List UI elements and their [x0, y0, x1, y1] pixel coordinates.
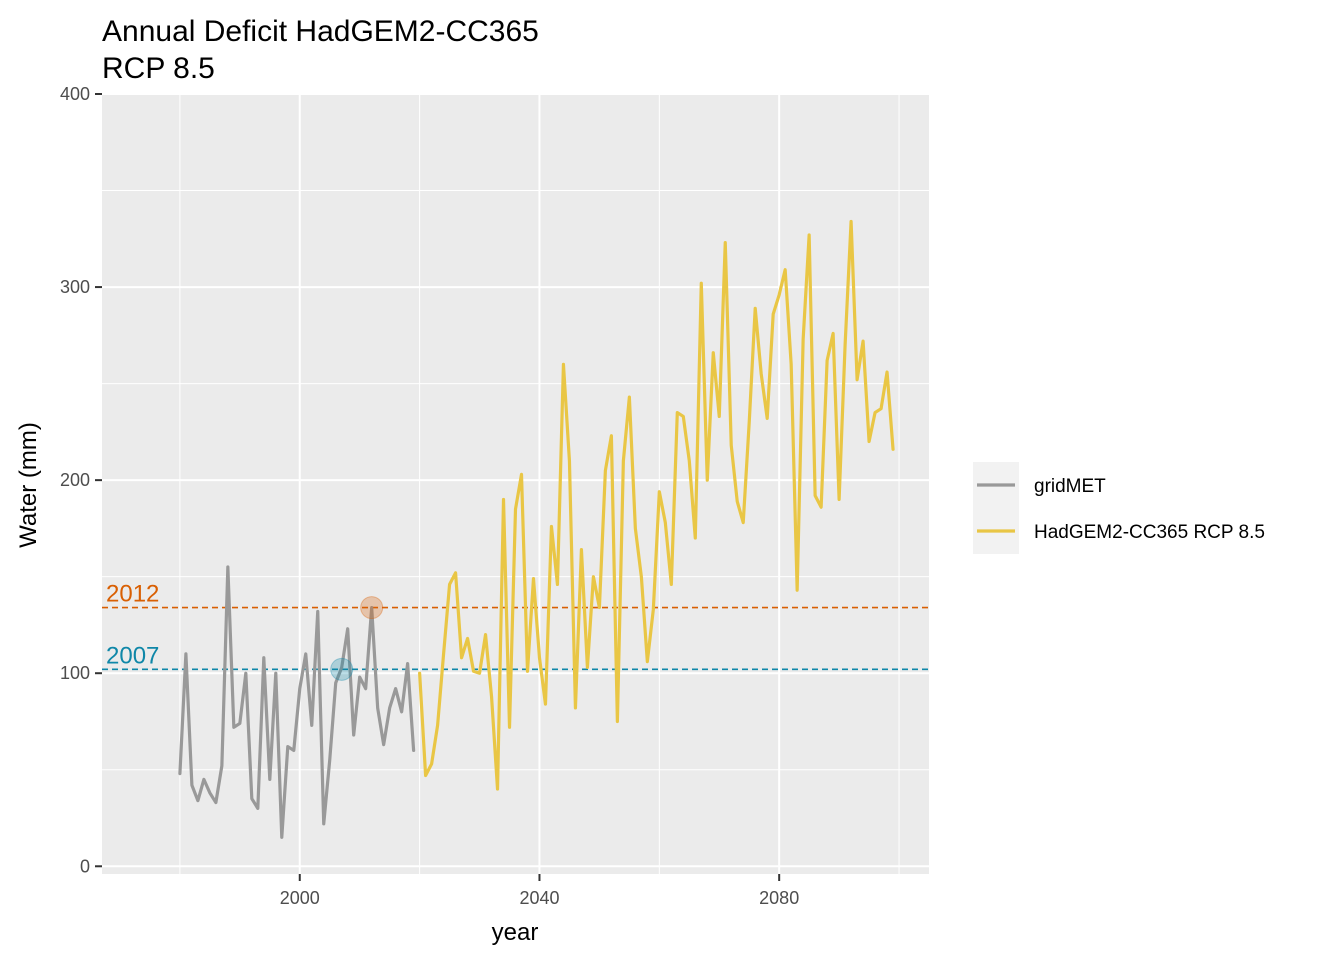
y-tick-label: 400 — [60, 84, 90, 104]
reference-marker-2007 — [330, 657, 354, 681]
x-axis: 2000 2040 2080 — [280, 874, 799, 908]
series-line-0 — [178, 565, 416, 839]
x-tick-label: 2080 — [759, 888, 799, 908]
legend: gridMET HadGEM2-CC365 RCP 8.5 — [973, 462, 1265, 554]
reference-markers — [330, 596, 384, 681]
y-tick-label: 300 — [60, 277, 90, 297]
reference-label-2007: 2007 — [106, 642, 159, 669]
chart-subtitle: RCP 8.5 — [102, 52, 215, 85]
y-tick-label: 200 — [60, 470, 90, 490]
y-axis-title: Water (mm) — [15, 422, 42, 548]
reference-label-2012: 2012 — [106, 581, 159, 608]
x-tick-label: 2000 — [280, 888, 320, 908]
series-layer — [178, 219, 895, 839]
x-axis-title: year — [492, 919, 539, 946]
reference-marker-2012 — [360, 596, 384, 620]
grid-major — [102, 93, 929, 874]
y-axis: 0 100 200 300 400 — [60, 84, 102, 876]
plot-panel — [102, 94, 929, 874]
y-tick-label: 100 — [60, 663, 90, 683]
y-tick-label: 0 — [80, 856, 90, 876]
reference-labels: 2012 2007 — [106, 581, 159, 670]
chart-title: Annual Deficit HadGEM2-CC365 — [102, 15, 539, 48]
series-line-1 — [418, 219, 895, 791]
legend-label-1: HadGEM2-CC365 RCP 8.5 — [1034, 522, 1265, 543]
reference-lines — [102, 606, 929, 671]
legend-label-0: gridMET — [1034, 476, 1106, 497]
x-tick-label: 2040 — [519, 888, 559, 908]
grid-minor — [102, 94, 929, 874]
